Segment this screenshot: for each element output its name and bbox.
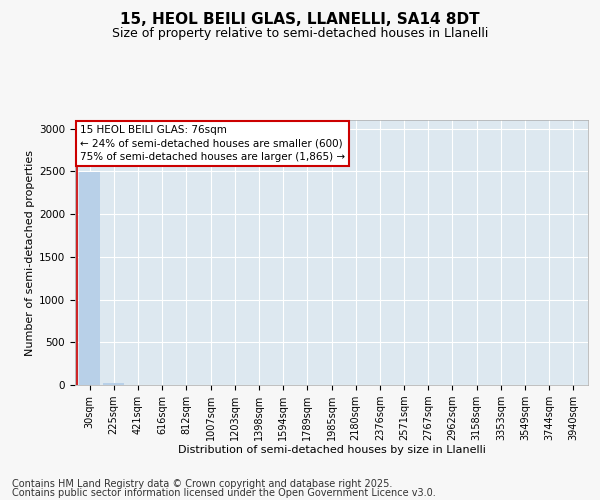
X-axis label: Distribution of semi-detached houses by size in Llanelli: Distribution of semi-detached houses by …	[178, 444, 485, 454]
Text: 15, HEOL BEILI GLAS, LLANELLI, SA14 8DT: 15, HEOL BEILI GLAS, LLANELLI, SA14 8DT	[120, 12, 480, 28]
Text: Contains public sector information licensed under the Open Government Licence v3: Contains public sector information licen…	[12, 488, 436, 498]
Bar	[79, 172, 100, 385]
Text: Contains HM Land Registry data © Crown copyright and database right 2025.: Contains HM Land Registry data © Crown c…	[12, 479, 392, 489]
Text: 15 HEOL BEILI GLAS: 76sqm
← 24% of semi-detached houses are smaller (600)
75% of: 15 HEOL BEILI GLAS: 76sqm ← 24% of semi-…	[80, 126, 345, 162]
Y-axis label: Number of semi-detached properties: Number of semi-detached properties	[25, 150, 35, 356]
Text: Size of property relative to semi-detached houses in Llanelli: Size of property relative to semi-detach…	[112, 28, 488, 40]
Bar	[103, 382, 124, 385]
